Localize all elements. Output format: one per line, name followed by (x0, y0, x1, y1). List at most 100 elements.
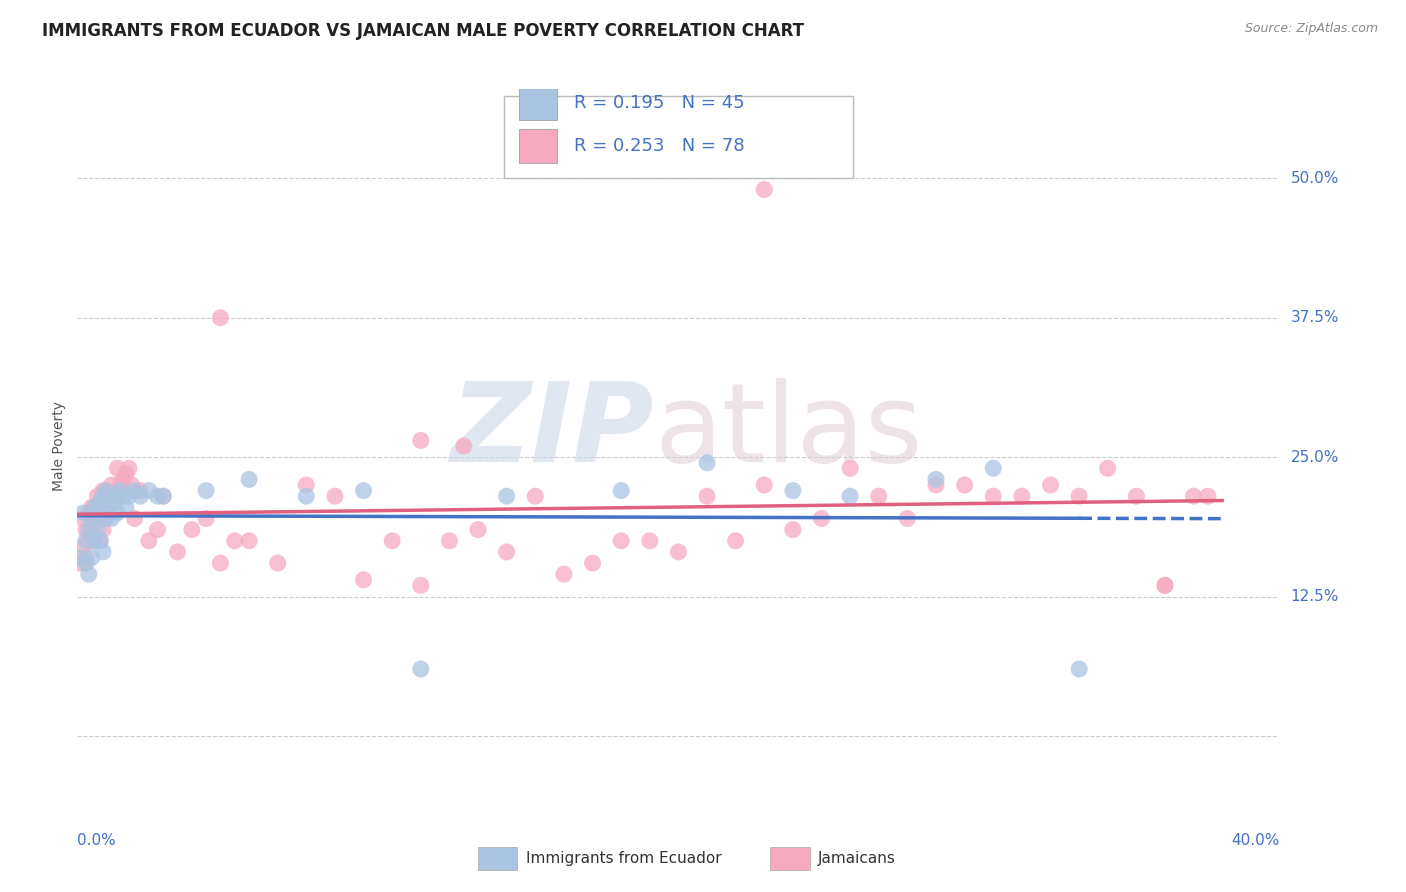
Point (696, 456, 718, 470)
Point (724, 533, 747, 548)
Point (110, 478, 132, 492)
Point (146, 489, 169, 503)
Point (981, 489, 1004, 503)
Point (553, 567, 575, 582)
Point (129, 483, 152, 498)
Point (103, 489, 125, 503)
Point (103, 494, 125, 508)
Point (100, 478, 122, 492)
Point (86, 506, 108, 520)
Point (100, 489, 122, 503)
Text: 12.5%: 12.5% (1291, 589, 1339, 604)
Point (195, 511, 218, 525)
Point (1097, 461, 1119, 475)
Point (453, 439, 475, 453)
Text: 37.5%: 37.5% (1291, 310, 1339, 326)
Text: R = 0.195   N = 45: R = 0.195 N = 45 (574, 94, 744, 112)
Point (91, 489, 114, 503)
Point (267, 556, 290, 570)
Point (925, 478, 948, 492)
Point (118, 489, 141, 503)
Point (238, 472, 260, 486)
Point (75, 523, 97, 537)
Point (91, 545, 114, 559)
Point (72, 539, 94, 553)
Point (75, 550, 97, 565)
Point (696, 489, 718, 503)
Point (75, 556, 97, 570)
FancyBboxPatch shape (519, 129, 557, 163)
Point (89, 494, 111, 508)
Point (75, 533, 97, 548)
Point (839, 461, 862, 475)
Text: 0.0%: 0.0% (77, 833, 117, 848)
Point (381, 533, 404, 548)
FancyBboxPatch shape (505, 96, 852, 178)
Text: 25.0%: 25.0% (1291, 450, 1339, 465)
Point (138, 483, 160, 498)
Point (91, 523, 114, 537)
Point (110, 483, 132, 498)
Point (118, 461, 141, 475)
Point (1069, 489, 1091, 503)
Point (666, 545, 689, 559)
Point (981, 461, 1004, 475)
Point (129, 489, 152, 503)
Point (115, 500, 138, 515)
Point (409, 434, 432, 448)
Point (146, 523, 169, 537)
Point (83, 533, 105, 548)
Point (80, 550, 103, 565)
Point (209, 310, 232, 325)
Point (94, 511, 117, 525)
Point (152, 489, 174, 503)
Point (1125, 489, 1147, 503)
Point (77, 523, 100, 537)
Point (1039, 478, 1062, 492)
Point (467, 523, 489, 537)
Text: Immigrants from Ecuador: Immigrants from Ecuador (526, 852, 721, 866)
Point (69, 556, 91, 570)
Point (209, 556, 232, 570)
Point (152, 489, 174, 503)
Point (224, 533, 246, 548)
Text: IMMIGRANTS FROM ECUADOR VS JAMAICAN MALE POVERTY CORRELATION CHART: IMMIGRANTS FROM ECUADOR VS JAMAICAN MALE… (42, 22, 804, 40)
Point (166, 545, 188, 559)
Point (83, 533, 105, 548)
Y-axis label: Male Poverty: Male Poverty (52, 401, 66, 491)
Point (72, 506, 94, 520)
Point (953, 478, 976, 492)
Point (86, 489, 108, 503)
Point (495, 545, 517, 559)
Point (581, 556, 603, 570)
Point (72, 511, 94, 525)
Point (896, 511, 918, 525)
Point (409, 662, 432, 676)
Point (610, 483, 633, 498)
Point (94, 489, 117, 503)
Point (782, 523, 804, 537)
Point (83, 506, 105, 520)
Point (89, 494, 111, 508)
Point (77, 533, 100, 548)
Point (80, 511, 103, 525)
Point (89, 533, 111, 548)
Point (195, 483, 218, 498)
Text: R = 0.253   N = 78: R = 0.253 N = 78 (574, 137, 744, 155)
Text: atlas: atlas (654, 378, 922, 485)
Point (295, 489, 318, 503)
Point (138, 533, 160, 548)
Point (97, 506, 120, 520)
Point (91, 483, 114, 498)
Point (77, 567, 100, 582)
Point (89, 533, 111, 548)
Point (1011, 489, 1033, 503)
Point (94, 511, 117, 525)
Point (1197, 489, 1219, 503)
Point (868, 489, 890, 503)
Point (97, 506, 120, 520)
Point (295, 478, 318, 492)
Point (353, 573, 375, 587)
Point (754, 182, 776, 196)
Point (638, 533, 661, 548)
